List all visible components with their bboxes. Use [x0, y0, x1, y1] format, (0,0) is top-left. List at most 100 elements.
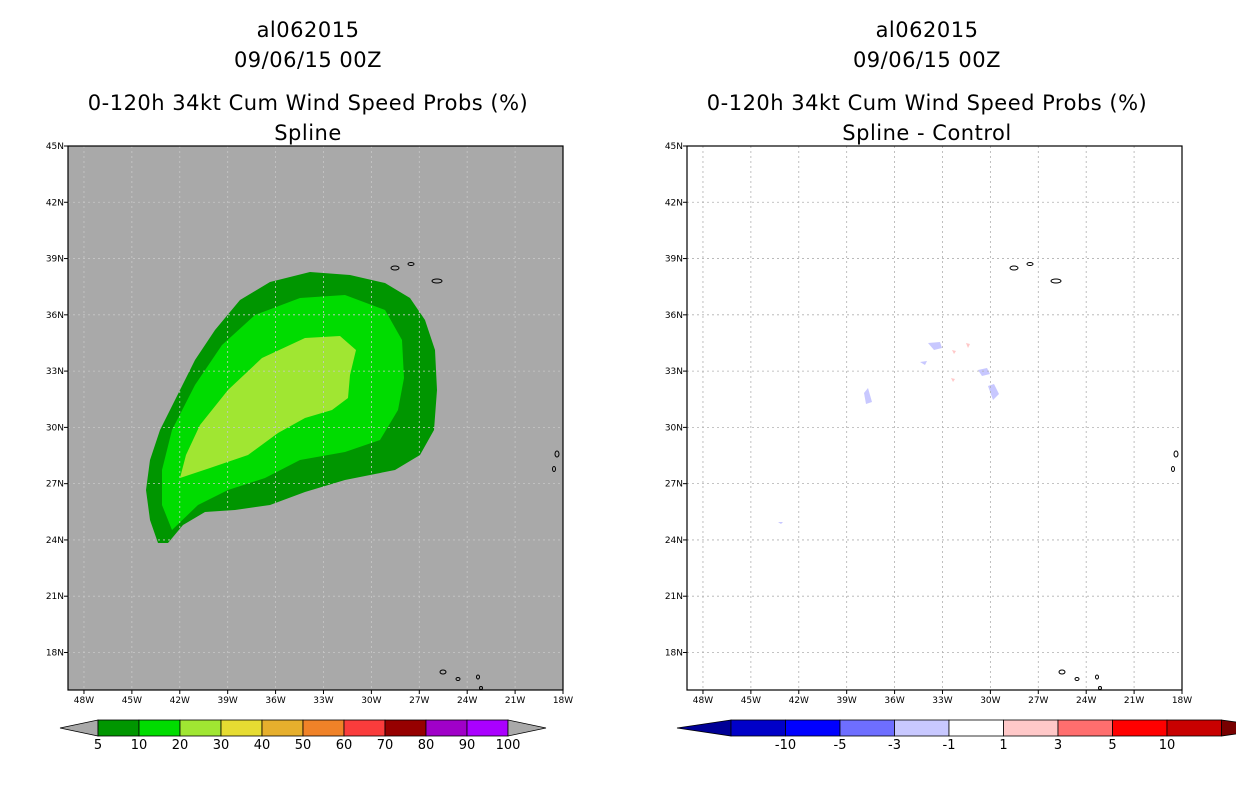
y-tick-label: 42N [665, 198, 683, 208]
right-title-storm-id: al062015 [875, 18, 979, 42]
colorbar-swatch [894, 719, 950, 737]
x-tick-label: 48W [693, 696, 713, 706]
y-tick-label: 24N [665, 536, 683, 546]
y-tick-label: 18N [46, 648, 64, 658]
colorbar-swatch [97, 719, 140, 737]
colorbar-label: 1 [999, 738, 1007, 753]
x-tick-label: 27W [409, 696, 429, 706]
island-outline [1173, 450, 1179, 458]
colorbar-label: 70 [377, 738, 394, 753]
colorbar-swatch [1166, 719, 1222, 737]
island-outline [431, 278, 443, 284]
island-outline [1050, 278, 1062, 284]
y-tick-label: 33N [46, 367, 64, 377]
y-tick-label: 45N [46, 142, 64, 152]
colorbar-label: 60 [336, 738, 353, 753]
colorbar-label: -3 [888, 738, 901, 753]
right-title-datetime: 09/06/15 00Z [852, 48, 1002, 72]
colorbar-swatch [384, 719, 427, 737]
colorbar-under-triangle [59, 719, 99, 737]
colorbar-label: 10 [1159, 738, 1176, 753]
plot-frame [686, 145, 1183, 691]
left-title-datetime: 09/06/15 00Z [233, 48, 383, 72]
x-tick-label: 33W [932, 696, 952, 706]
x-tick-label: 27W [1028, 696, 1048, 706]
colorbar-swatch [302, 719, 345, 737]
spline-minus-control-panel: 48W 45W 42W 39W 36W 33W 30W 27W 24W 21W 18W 18N 21N 2… [665, 142, 1236, 753]
x-tick-label: 45W [122, 696, 142, 706]
x-tick-label: 42W [170, 696, 190, 706]
colorbar-swatch [1003, 719, 1059, 737]
colorbar-label: 80 [418, 738, 435, 753]
x-tick-label: 33W [313, 696, 333, 706]
x-tick-label: 18W [1172, 696, 1192, 706]
x-tick-label: 24W [1076, 696, 1096, 706]
colorbar-swatch [466, 719, 509, 737]
diff-region-negative-5 [778, 522, 783, 524]
plot-frame [67, 145, 564, 691]
colorbar-label: 50 [295, 738, 312, 753]
x-tick-label: 36W [884, 696, 904, 706]
colorbar-label: 20 [172, 738, 189, 753]
island-outline [407, 262, 415, 266]
colorbar-label: 30 [213, 738, 230, 753]
x-tick-label: 24W [457, 696, 477, 706]
left-title-product: 0-120h 34kt Cum Wind Speed Probs (%) [87, 91, 529, 115]
colorbar-label: 3 [1054, 738, 1062, 753]
y-tick-label: 33N [665, 367, 683, 377]
colorbar-under-triangle [676, 719, 732, 737]
island-outline [1026, 262, 1034, 266]
colorbar-label: -5 [834, 738, 847, 753]
right-title-product: 0-120h 34kt Cum Wind Speed Probs (%) [706, 91, 1148, 115]
y-tick-label: 27N [46, 480, 64, 490]
colorbar-swatch [179, 719, 222, 737]
x-tick-label: 21W [505, 696, 525, 706]
colorbar-label: 10 [131, 738, 148, 753]
x-tick-label: 42W [789, 696, 809, 706]
contour-region-20-30 [180, 336, 356, 478]
colorbar-swatch [1112, 719, 1168, 737]
y-tick-label: 30N [665, 423, 683, 433]
x-tick-label: 39W [836, 696, 856, 706]
y-tick-label: 36N [665, 311, 683, 321]
spline-panel: 48W 45W 42W 39W 36W 33W 30W 27W 24W 21W 18W 18N 21N 2… [46, 142, 573, 753]
diff-region-positive-2 [951, 378, 955, 382]
colorbar-swatch [785, 719, 841, 737]
x-tick-label: 39W [217, 696, 237, 706]
island-outline [1171, 466, 1175, 472]
colorbar-swatch [839, 719, 895, 737]
island-outline [552, 466, 556, 472]
colorbar-label: 100 [496, 738, 521, 753]
x-tick-label: 18W [553, 696, 573, 706]
y-tick-label: 24N [46, 536, 64, 546]
colorbar-label: -1 [943, 738, 956, 753]
island-outline [476, 674, 480, 680]
right-title-subtitle: Spline - Control [842, 121, 1012, 145]
diff-region-negative-2 [864, 388, 872, 404]
y-tick-label: 18N [665, 648, 683, 658]
x-tick-label: 21W [1124, 696, 1144, 706]
x-tick-label: 36W [265, 696, 285, 706]
plot-area [687, 146, 1182, 690]
island-outline [554, 450, 560, 458]
colorbar-swatch [948, 719, 1004, 737]
colorbar-swatch [138, 719, 181, 737]
island-outline [390, 265, 400, 271]
diff-region-negative-1 [920, 361, 927, 365]
colorbar-over-triangle [507, 719, 547, 737]
diff-region-negative-3 [978, 368, 990, 376]
diff-region-positive-0 [966, 343, 970, 348]
diff-region-positive-1 [952, 350, 956, 354]
colorbar-label: 5 [94, 738, 102, 753]
y-tick-label: 39N [46, 255, 64, 265]
island-outline [1058, 669, 1066, 675]
island-outline [455, 677, 461, 681]
x-tick-label: 48W [74, 696, 94, 706]
island-outline [1074, 677, 1080, 681]
colorbar-swatch [261, 719, 304, 737]
colorbar-swatch [730, 719, 786, 737]
y-tick-label: 39N [665, 255, 683, 265]
colorbar-swatch [343, 719, 386, 737]
left-title-storm-id: al062015 [256, 18, 360, 42]
